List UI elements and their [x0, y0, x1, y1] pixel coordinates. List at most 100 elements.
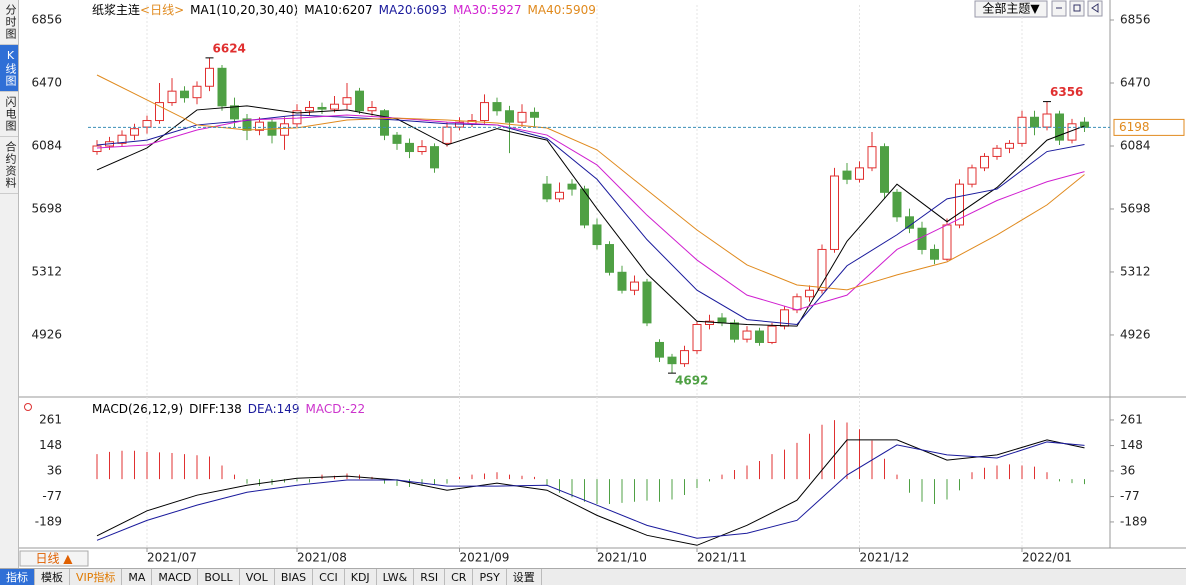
macd-header: MACD(26,12,9) DIFF:138 DEA:149 MACD:-22 — [92, 402, 365, 416]
candle-body — [830, 175, 839, 250]
indicator-line — [96, 441, 1085, 541]
legend-entry: MA40:5909 — [528, 3, 596, 17]
candle-body — [317, 106, 327, 110]
candle-body — [192, 85, 202, 99]
candle-body — [142, 120, 152, 128]
y-tick-label: 5312 — [31, 264, 62, 278]
candle-body — [1017, 116, 1027, 144]
candle-body — [405, 142, 414, 153]
legend-entry: DIFF:138 — [189, 402, 242, 416]
y-tick-label: 148 — [1120, 438, 1143, 452]
candle-body — [442, 126, 452, 144]
period-label: <日线> — [140, 3, 184, 17]
candle-body — [905, 216, 914, 229]
x-tick-label: 2021/12 — [860, 551, 910, 565]
x-tick-label: 2021/09 — [460, 551, 510, 565]
legend: DIFF:138 DEA:149 MACD:-22 — [189, 402, 365, 416]
candle-body — [517, 111, 527, 123]
candle-body — [167, 90, 177, 104]
toolbar-tab[interactable]: BOLL — [198, 569, 240, 585]
toolbar-tab[interactable]: 设置 — [507, 569, 542, 585]
candle-body — [367, 106, 377, 112]
toolbar-tab[interactable]: MACD — [152, 569, 199, 585]
y-tick-label: 5698 — [31, 201, 62, 215]
y-tick-label: 36 — [47, 463, 62, 477]
theme-button[interactable] — [974, 0, 1048, 18]
y-tick-label: 148 — [39, 438, 62, 452]
candle-body — [817, 248, 827, 291]
toolbar-tab[interactable]: 指标 — [0, 569, 35, 585]
y-tick-label: 5698 — [1120, 201, 1151, 215]
candle-body — [180, 90, 189, 99]
toolbar-tab[interactable]: PSY — [473, 569, 507, 585]
extreme-label: 6356 — [1050, 85, 1083, 99]
toolbar-tab[interactable]: 模板 — [35, 569, 70, 585]
candle-body — [980, 155, 989, 169]
legend: MA10:6207 MA20:6093 MA30:5927 MA40:5909 — [304, 3, 596, 17]
candle-body — [342, 97, 352, 105]
candle-body — [417, 146, 427, 153]
indicator-line — [96, 114, 1085, 311]
candle-body — [230, 105, 239, 120]
toolbar-tab[interactable]: CCI — [313, 569, 345, 585]
candle-body — [805, 289, 814, 298]
period-button[interactable] — [19, 550, 89, 567]
candle-body — [867, 146, 877, 169]
candle-body — [930, 248, 939, 260]
toolbar: 指标 模板 VIP指标 MA MACD BOLL VOL BIAS CCI KDJ LW& RSI CR… — [0, 568, 1186, 585]
toolbar-tab[interactable]: VOL — [240, 569, 275, 585]
candle-body — [880, 146, 889, 193]
candle-body — [992, 147, 1002, 157]
candle-body — [130, 128, 139, 136]
y-tick-label: 4926 — [31, 327, 62, 341]
icon-button[interactable] — [1069, 0, 1085, 17]
candle-body — [955, 183, 964, 226]
period-button-label[interactable]: 日线 ▲ — [35, 552, 73, 566]
indicator-line — [96, 114, 1085, 326]
candle-body — [755, 330, 764, 343]
candle-body — [530, 111, 539, 118]
toolbar-tab[interactable]: VIP指标 — [70, 569, 123, 585]
x-tick-label: 2021/08 — [297, 551, 347, 565]
candle-body — [330, 103, 339, 110]
y-tick-label: 6084 — [31, 138, 62, 152]
candle-body — [430, 146, 439, 169]
candle-body — [217, 67, 227, 107]
background — [0, 0, 1186, 568]
sidebar-tab[interactable]: 闪电图 — [0, 92, 18, 137]
indicator-label: MA1(10,20,30,40) — [190, 3, 298, 17]
candle-body — [305, 106, 314, 112]
candle-body — [280, 123, 289, 136]
candle-body — [655, 341, 664, 358]
icon-glyph — [1056, 3, 1099, 13]
y-tick-label: 261 — [39, 412, 62, 426]
candle-body — [555, 191, 564, 200]
sidebar-tab[interactable]: 分时图 — [0, 0, 18, 45]
sidebar-tab[interactable]: K线图 — [0, 45, 18, 92]
icon-button[interactable] — [1087, 0, 1103, 17]
toolbar-tab[interactable]: RSI — [414, 569, 446, 585]
candle-body — [942, 224, 952, 260]
candle-body — [355, 90, 364, 112]
x-tick-label: 2021/07 — [147, 551, 197, 565]
y-tick-label: 6470 — [31, 76, 62, 90]
y-tick-label: 6856 — [1120, 13, 1151, 27]
candle-body — [667, 356, 677, 365]
toolbar-tab[interactable]: BIAS — [275, 569, 314, 585]
extreme-label: 6624 — [213, 41, 246, 55]
candle-body — [117, 134, 127, 144]
candle-body — [767, 325, 777, 343]
theme-button-label[interactable]: 全部主题▼ — [982, 1, 1040, 16]
x-tick-label: 2021/11 — [697, 551, 747, 565]
toolbar-tab[interactable]: KDJ — [345, 569, 377, 585]
legend-entry: MA10:6207 — [304, 3, 372, 17]
toolbar-tab[interactable]: MA — [122, 569, 153, 585]
sidebar: 分时图 K线图 闪电图 合约资料 — [0, 0, 19, 568]
toolbar-tab[interactable]: LW& — [377, 569, 415, 585]
sidebar-tab[interactable]: 合约资料 — [0, 137, 18, 194]
candle-body — [1005, 142, 1014, 149]
indicator-line — [96, 74, 1085, 291]
toolbar-tab[interactable]: CR — [445, 569, 474, 585]
legend-entry: MA20:6093 — [379, 3, 447, 17]
candle-body — [542, 183, 552, 200]
